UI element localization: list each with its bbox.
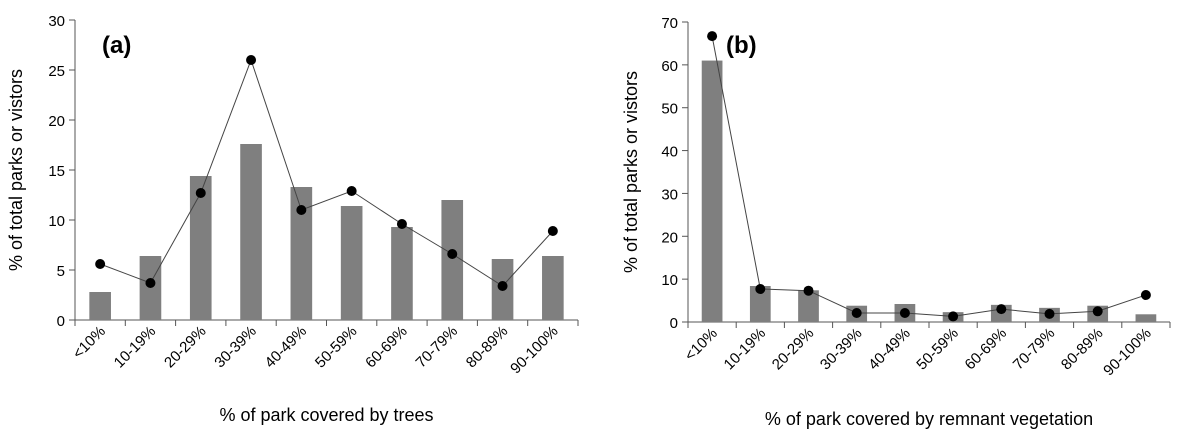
line-point	[1140, 290, 1151, 300]
y-tick-label: 5	[57, 263, 65, 280]
y-tick-label: 30	[48, 13, 65, 30]
bar	[391, 227, 413, 320]
y-tick-label: 40	[661, 144, 678, 161]
y-tick-label: 60	[661, 58, 678, 75]
line-point	[1092, 306, 1103, 317]
x-tick-label: <10%	[681, 325, 720, 364]
line-point	[1044, 308, 1055, 319]
x-tick-label: 20-29%	[769, 325, 818, 374]
x-tick-label: <10%	[70, 323, 109, 362]
x-tick-label: 80-89%	[463, 323, 512, 372]
bar	[340, 206, 363, 320]
y-tick-label: 70	[661, 15, 678, 32]
y-tick-label: 30	[661, 186, 678, 203]
line-point	[996, 304, 1007, 315]
bar	[441, 200, 464, 320]
line-point	[547, 226, 558, 236]
x-tick-label: 80-89%	[1058, 325, 1107, 374]
x-tick-label: 90-100%	[1100, 325, 1154, 379]
line-point	[899, 308, 910, 318]
chart-panel-a: (a) % of total parks or vistors % of par…	[6, 13, 579, 425]
line-point	[447, 249, 458, 259]
bar	[240, 144, 262, 320]
line-point	[497, 281, 508, 291]
x-tick-label: 90-100%	[507, 323, 561, 377]
line-point	[755, 284, 766, 294]
y-tick-label: 15	[48, 163, 65, 180]
bar	[749, 286, 771, 322]
x-tick-label: 50-59%	[312, 323, 361, 372]
bar	[798, 290, 819, 322]
line-point	[948, 311, 959, 322]
bar	[542, 256, 564, 320]
x-axis-label-b: % of park covered by remnant vegetation	[765, 409, 1093, 429]
line-point	[246, 55, 257, 65]
x-tick-label: 40-49%	[865, 325, 914, 374]
x-tick-label: 40-49%	[262, 323, 311, 372]
line-point	[296, 205, 307, 215]
line-point	[803, 285, 814, 296]
panel-label-b: (b)	[726, 32, 757, 59]
line-point	[851, 308, 862, 318]
x-tick-label: 30-39%	[817, 325, 866, 374]
y-tick-label: 25	[48, 63, 65, 80]
y-tick-label: 0	[57, 313, 65, 330]
y-tick-label: 0	[670, 315, 678, 332]
x-tick-label: 10-19%	[721, 325, 770, 374]
line-point	[707, 31, 718, 42]
bar	[189, 176, 212, 320]
y-tick-label: 10	[661, 272, 678, 289]
x-tick-label: 10-19%	[111, 323, 160, 372]
line-point	[195, 188, 206, 198]
line-point	[95, 259, 106, 269]
line-point	[145, 278, 156, 288]
bar	[89, 292, 111, 320]
line-point	[396, 219, 407, 229]
x-tick-label: 30-39%	[211, 323, 260, 372]
x-axis-label-a: % of park covered by trees	[219, 405, 433, 425]
series-line	[99, 58, 554, 287]
y-axis-label-a: % of total parks or vistors	[6, 69, 26, 271]
x-tick-label: 20-29%	[161, 323, 210, 372]
y-tick-label: 20	[48, 113, 65, 130]
series-line	[711, 36, 1147, 317]
bar	[701, 60, 723, 322]
x-tick-label: 70-79%	[1010, 325, 1059, 374]
y-tick-label: 50	[661, 101, 678, 118]
y-tick-label: 20	[661, 229, 678, 246]
x-tick-label: 70-79%	[412, 323, 461, 372]
panel-label-a: (a)	[102, 32, 131, 59]
y-axis-label-b: % of total parks or vistors	[621, 71, 641, 273]
bar	[1135, 314, 1157, 322]
x-tick-label: 50-59%	[913, 325, 962, 374]
x-tick-label: 60-69%	[962, 325, 1011, 374]
chart-panel-b: (b) % of total parks or vistors % of par…	[621, 15, 1171, 429]
y-tick-label: 10	[48, 213, 65, 230]
line-point	[346, 186, 357, 196]
x-tick-label: 60-69%	[362, 323, 411, 372]
bar	[290, 187, 313, 320]
